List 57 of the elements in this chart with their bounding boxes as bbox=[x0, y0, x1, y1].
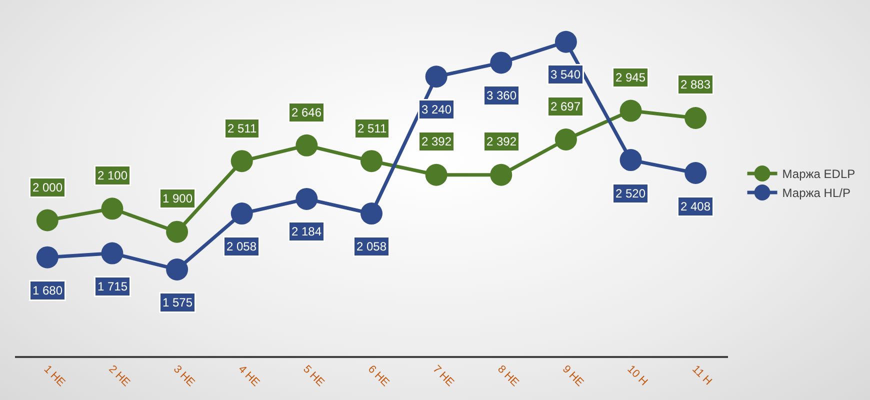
data-label: 2 392 bbox=[486, 134, 517, 148]
point bbox=[554, 30, 577, 53]
data-label: 2 184 bbox=[292, 224, 322, 238]
point bbox=[36, 209, 58, 232]
point bbox=[684, 162, 707, 184]
point bbox=[166, 258, 188, 280]
point bbox=[36, 246, 58, 268]
data-label: 3 360 bbox=[486, 88, 517, 102]
point bbox=[360, 150, 382, 172]
data-label: 2 408 bbox=[680, 200, 711, 214]
x-tick-label: 1 НЕ bbox=[41, 363, 68, 390]
data-label: 2 511 bbox=[358, 122, 387, 136]
point bbox=[425, 164, 448, 186]
point bbox=[101, 242, 124, 264]
x-tick-label: 7 НЕ bbox=[430, 363, 456, 390]
point bbox=[296, 134, 318, 156]
x-tick-label: 2 НЕ bbox=[106, 363, 132, 390]
x-tick-label: 5 НЕ bbox=[300, 363, 326, 390]
data-label: 2 058 bbox=[226, 240, 257, 254]
point bbox=[360, 202, 382, 225]
data-label: 1 715 bbox=[98, 280, 128, 294]
data-label: 2 100 bbox=[98, 168, 128, 182]
x-tick-label: 9 НЕ bbox=[560, 363, 586, 390]
point bbox=[230, 202, 253, 225]
x-tick-label: 6 НЕ bbox=[365, 363, 392, 390]
data-label: 2 646 bbox=[292, 106, 322, 120]
data-label: 1 680 bbox=[32, 284, 63, 298]
data-label: 2 058 bbox=[356, 240, 387, 254]
point bbox=[554, 128, 577, 151]
point bbox=[620, 100, 642, 122]
data-label: 1 900 bbox=[162, 192, 193, 206]
legend-label: Маржа EDLP bbox=[782, 167, 856, 182]
data-label: 1 575 bbox=[162, 296, 193, 310]
data-label: 2 392 bbox=[422, 134, 452, 148]
x-tick-label: 8 НЕ bbox=[495, 363, 521, 390]
point bbox=[166, 220, 188, 243]
x-tick-label: 11 Н bbox=[690, 363, 714, 388]
point bbox=[296, 188, 318, 210]
data-label: 2 883 bbox=[680, 78, 711, 92]
point bbox=[490, 164, 512, 186]
point bbox=[490, 52, 512, 74]
data-label: 3 240 bbox=[422, 102, 452, 116]
x-tick-label: 10 Н bbox=[624, 363, 650, 388]
legend-label: Маржа HL/P bbox=[782, 186, 850, 200]
point bbox=[425, 66, 448, 88]
data-label: 2 945 bbox=[616, 70, 646, 84]
x-tick-label: 4 НЕ bbox=[236, 363, 262, 390]
x-tick-label: 3 НЕ bbox=[171, 363, 197, 390]
data-label: 3 540 bbox=[550, 68, 581, 82]
point bbox=[230, 150, 253, 172]
point bbox=[684, 106, 707, 129]
point bbox=[101, 198, 124, 220]
data-label: 2 511 bbox=[228, 122, 257, 136]
data-label: 2 520 bbox=[616, 186, 646, 200]
point bbox=[620, 149, 642, 172]
data-label: 2 000 bbox=[32, 180, 63, 194]
data-label: 2 697 bbox=[550, 100, 581, 114]
